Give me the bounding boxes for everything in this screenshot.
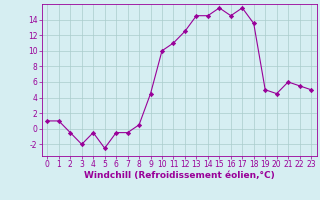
X-axis label: Windchill (Refroidissement éolien,°C): Windchill (Refroidissement éolien,°C) xyxy=(84,171,275,180)
